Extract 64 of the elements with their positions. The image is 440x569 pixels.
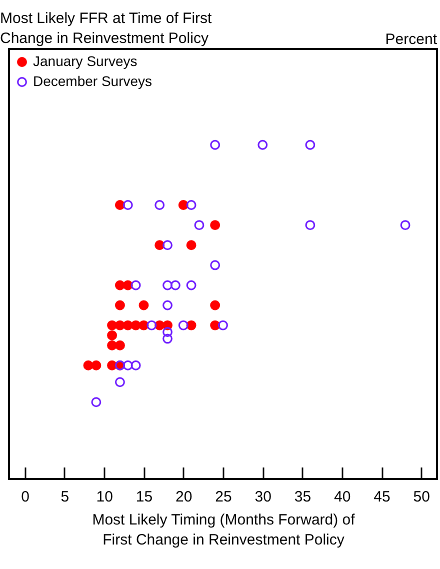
- point: [122, 320, 133, 330]
- point: [305, 220, 316, 230]
- point: [154, 240, 165, 250]
- text: Percent: [385, 31, 438, 48]
- point: [138, 320, 149, 330]
- x-tick-label: 45: [374, 488, 390, 506]
- point: [218, 320, 228, 330]
- x-tick-label: 35: [294, 488, 312, 506]
- point: [114, 340, 125, 350]
- point: [122, 360, 133, 370]
- point: [107, 320, 118, 330]
- point: [114, 200, 125, 210]
- point: [162, 300, 172, 310]
- point: [162, 334, 172, 344]
- x-tick-label: 15: [136, 488, 153, 506]
- point: [154, 200, 165, 210]
- point: [162, 280, 172, 290]
- point: [186, 200, 196, 210]
- point: [400, 220, 410, 230]
- x-tick-label: 5: [60, 488, 70, 506]
- x-tick-label: 0: [21, 488, 30, 506]
- x-tick-label: 40: [334, 488, 351, 506]
- x-tick-label: 30: [254, 488, 272, 506]
- point: [162, 327, 172, 337]
- point: [114, 320, 125, 330]
- point: [210, 260, 220, 270]
- point: [210, 320, 220, 330]
- point: [178, 200, 188, 210]
- point: [258, 140, 268, 150]
- point: [170, 280, 180, 290]
- point: [162, 240, 172, 250]
- point: [114, 280, 125, 290]
- point: [178, 320, 188, 330]
- point: [114, 377, 125, 388]
- point: [186, 320, 196, 330]
- x-axis-title: Most Likely Timing (Months Forward) of First Change in Reinvestment Policy: [92, 512, 356, 548]
- legend-label: January Surveys: [33, 53, 138, 69]
- point: [114, 300, 125, 310]
- point: [186, 280, 196, 290]
- x-tick-label: 50: [413, 488, 430, 506]
- point: [130, 280, 141, 290]
- point: [122, 200, 133, 210]
- point: [210, 220, 220, 230]
- point: [194, 220, 204, 230]
- x-tick-label: 10: [96, 488, 113, 506]
- chart-title: Most Likely FFR at Time of First Change in Reinvestment Policy: [0, 10, 213, 47]
- point: [305, 140, 316, 150]
- point: [186, 240, 196, 250]
- point: [91, 397, 102, 408]
- point: [130, 320, 141, 330]
- point: [138, 300, 149, 310]
- point: [107, 340, 118, 350]
- x-tick-label: 20: [176, 488, 192, 506]
- point: [107, 330, 118, 340]
- legend-label: December Surveys: [33, 73, 152, 89]
- point: [122, 280, 133, 290]
- point: [210, 140, 220, 150]
- point: [91, 360, 102, 370]
- point: [83, 360, 94, 370]
- point: [210, 300, 220, 310]
- point: [130, 360, 141, 370]
- x-tick-label: 25: [215, 488, 232, 506]
- point: [107, 360, 118, 370]
- point: [146, 320, 157, 330]
